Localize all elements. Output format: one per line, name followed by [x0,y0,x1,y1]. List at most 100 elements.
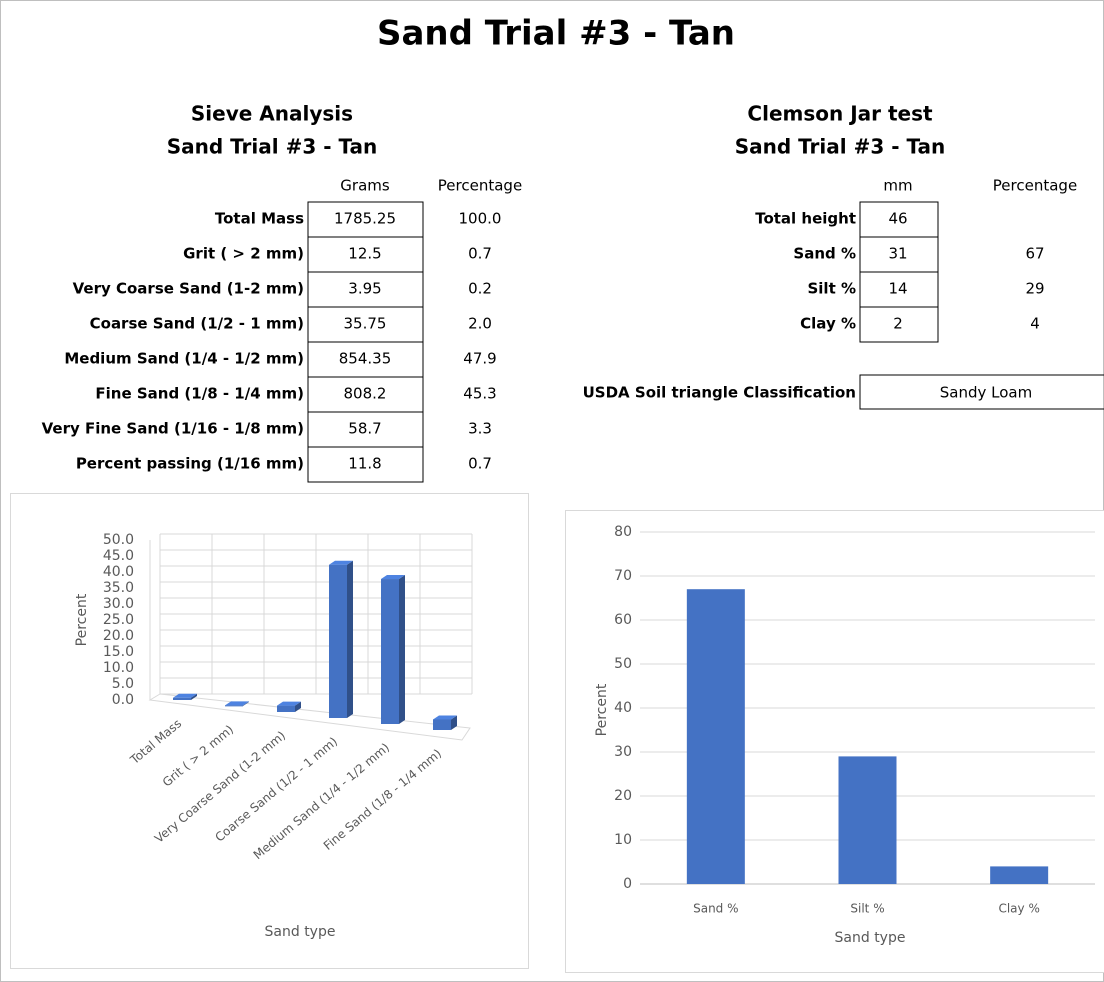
x-tick-label: Sand % [693,902,738,916]
bar-top [225,701,249,706]
row-label: Total Mass [215,210,304,228]
y-axis-label: Percent [74,593,90,646]
cell-border [859,306,939,343]
bar-top [277,701,301,706]
cell-value: 12.5 [348,245,381,263]
bar-side [347,560,353,718]
row-label: Coarse Sand (1/2 - 1 mm) [90,315,304,333]
column-header: Grams [340,177,390,195]
cell-value: 35.75 [344,315,387,333]
cell-value: 2.0 [468,315,492,333]
y-tick-label: 35.0 [103,580,134,596]
y-tick-label: 40 [614,700,632,716]
y-tick-label: 0.0 [112,692,134,708]
y-tick-label: 45.0 [103,548,134,564]
y-tick-label: 80 [614,524,632,540]
cell-value: 29 [1025,280,1044,298]
x-axis-label: Sand type [835,930,906,946]
row-label: Very Fine Sand (1/16 - 1/8 mm) [42,420,304,438]
y-tick-label: 10 [614,832,632,848]
page-title: Sand Trial #3 - Tan [377,14,735,54]
y-tick-label: 15.0 [103,644,134,660]
bar [433,719,451,730]
y-tick-label: 25.0 [103,612,134,628]
column-header: Percentage [438,177,522,195]
cell-value: 1785.25 [334,210,396,228]
bar [173,697,191,700]
bar-side [451,715,457,730]
section-title: Clemson Jar test [747,102,933,126]
bar [277,705,295,712]
cell-value: 0.2 [468,280,492,298]
section-title: Sieve Analysis [191,102,353,126]
bar [838,756,897,884]
chart-floor [148,693,471,741]
row-label: Total height [755,210,856,228]
y-axis-label: Percent [594,683,610,736]
x-axis-label: Sand type [265,924,336,940]
bar-top [173,693,197,698]
y-tick-label: 0 [623,876,632,892]
y-tick-label: 20.0 [103,628,134,644]
row-label: USDA Soil triangle Classification [583,384,856,402]
cell-border [859,374,1104,410]
row-label: Clay % [800,315,856,333]
cell-value: 67 [1025,245,1044,263]
row-label: Very Coarse Sand (1-2 mm) [73,280,304,298]
bar-side [295,701,301,712]
row-label: Grit ( > 2 mm) [183,245,304,263]
cell-value: 4 [1030,315,1040,333]
chart-frame [565,510,1104,973]
row-label: Medium Sand (1/4 - 1/2 mm) [64,350,304,368]
y-tick-label: 70 [614,568,632,584]
cell-value: 3.95 [348,280,381,298]
bar-side [399,575,405,724]
cell-value: 11.8 [348,455,381,473]
y-tick-label: 10.0 [103,660,134,676]
bar-top [381,575,405,580]
y-tick-label: 30.0 [103,596,134,612]
bar [225,705,243,707]
cell-value: 46 [888,210,907,228]
cell-value: 3.3 [468,420,492,438]
cell-value: 808.2 [344,385,387,403]
row-label: Sand % [793,245,856,263]
section-subtitle: Sand Trial #3 - Tan [167,135,378,159]
chart-frame [10,493,529,969]
cell-value: 2 [893,315,903,333]
bar [381,579,399,724]
bar [329,564,347,718]
y-tick-label: 5.0 [112,676,134,692]
x-tick-label: Silt % [850,902,884,916]
cell-border [307,446,424,483]
bar [686,589,745,884]
row-label: Percent passing (1/16 mm) [76,455,304,473]
bar [990,866,1049,884]
cell-value: 31 [888,245,907,263]
x-tick-label: Clay % [998,902,1039,916]
cell-value: 58.7 [348,420,381,438]
column-header: mm [883,177,912,195]
cell-value: 45.3 [463,385,496,403]
bar-side [243,701,249,706]
column-header: Percentage [993,177,1077,195]
section-subtitle: Sand Trial #3 - Tan [735,135,946,159]
y-tick-label: 40.0 [103,564,134,580]
y-tick-label: 20 [614,788,632,804]
y-tick-label: 60 [614,612,632,628]
row-label: Fine Sand (1/8 - 1/4 mm) [95,385,304,403]
cell-value: 14 [888,280,907,298]
row-label: Silt % [807,280,856,298]
cell-value: 0.7 [468,455,492,473]
y-tick-label: 50 [614,656,632,672]
y-tick-label: 50.0 [103,532,134,548]
cell-value: 47.9 [463,350,496,368]
bar-top [433,715,457,720]
bar-side [191,693,197,700]
cell-value: 0.7 [468,245,492,263]
bar-top [329,560,353,565]
cell-value: Sandy Loam [940,384,1032,402]
cell-value: 100.0 [459,210,502,228]
y-tick-label: 30 [614,744,632,760]
